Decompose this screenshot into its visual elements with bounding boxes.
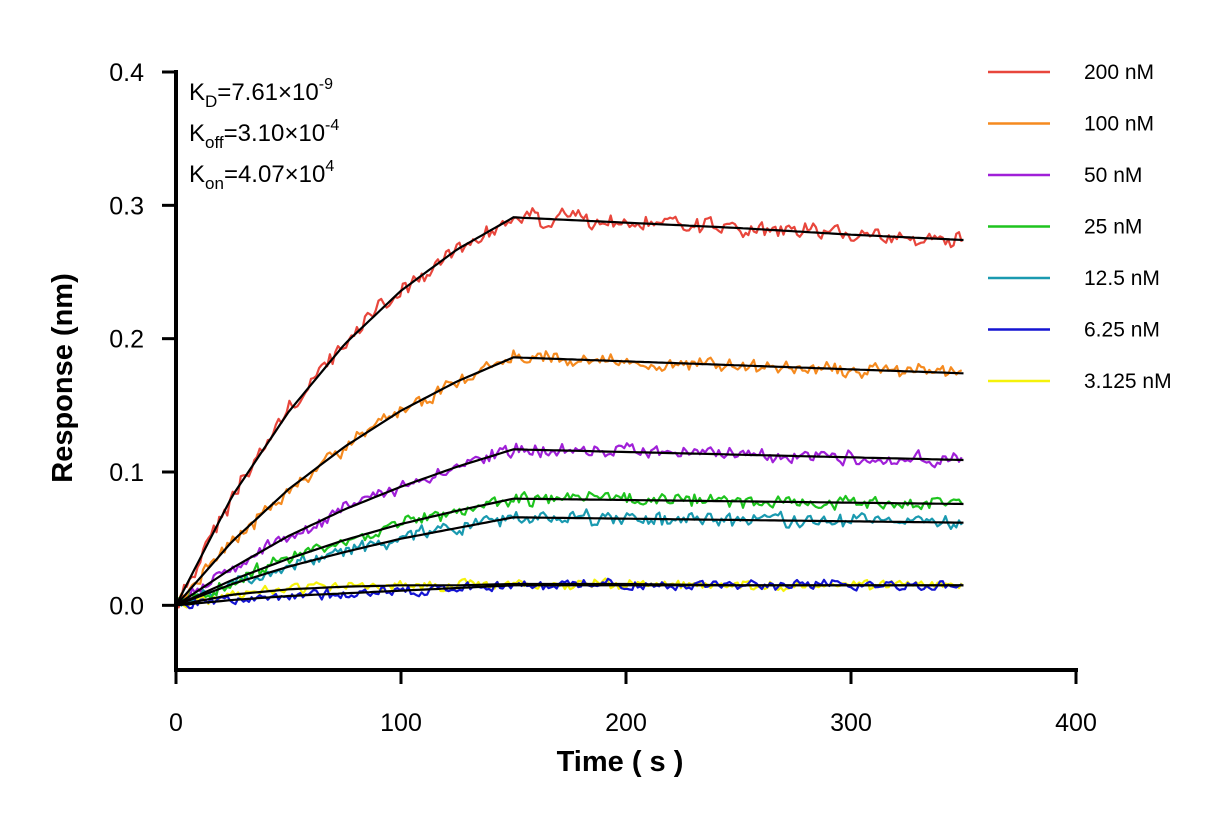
constant-subscript: D [205,92,217,111]
constant-exponent: -4 [325,117,339,134]
legend-label: 50 nM [1084,164,1142,187]
y-tick-label: 0.3 [109,192,144,220]
data-layer [174,207,964,610]
y-tick-label: 0.4 [109,59,144,87]
constant-symbol: K [189,120,205,147]
legend-label: 100 nM [1084,113,1154,136]
measured-curve-200-nM [175,207,963,609]
legend-label: 12.5 nM [1084,267,1160,290]
fit-curve-6_25-nM [175,584,964,607]
kinetic-constant-on: Kon=4.07×104 [189,158,334,193]
x-tick-label: 400 [1055,709,1097,737]
fit-curve-100-nM [175,356,964,607]
kinetic-constant-off: Koff=3.10×10-4 [189,117,339,152]
fit-curve-12_5-nM [175,516,964,607]
legend: 200 nM 100 nM 50 nM 25 nM 12.5 nM 6.25 nM 3.12… [988,61,1172,393]
kinetic-constant-D: KD=7.61×10-9 [189,76,333,111]
fit-curve-200-nM [175,216,964,606]
ticks: 0 100 200 300 400 0.0 0.1 0.2 0.3 0.4 [109,59,1097,737]
x-tick-label: 200 [605,709,647,737]
legend-label: 200 nM [1084,61,1154,84]
fit-curve-25-nM [175,497,964,607]
legend-label: 6.25 nM [1084,319,1160,342]
y-tick-label: 0.1 [109,459,144,487]
y-axis-title: Response (nm) [47,273,79,482]
constant-subscript: off [205,133,224,152]
x-axis-title: Time ( s ) [557,746,684,778]
fit-curve-50-nM [175,448,964,607]
x-tick-label: 300 [830,709,872,737]
constant-value: =3.10×10 [224,120,325,147]
x-tick-label: 100 [380,709,422,737]
constant-symbol: K [189,79,205,106]
legend-label: 25 nM [1084,216,1142,239]
constant-value: =4.07×10 [224,161,325,188]
constant-value: =7.61×10 [217,79,318,106]
y-tick-label: 0.0 [109,592,144,620]
legend-label: 3.125 nM [1084,370,1172,393]
x-tick-label: 0 [169,709,183,737]
constant-exponent: -9 [319,76,333,93]
constant-exponent: 4 [325,158,334,175]
constant-subscript: on [205,174,224,193]
y-tick-label: 0.2 [109,326,144,354]
measured-curve-12_5-nM [174,508,963,609]
constant-symbol: K [189,161,205,188]
